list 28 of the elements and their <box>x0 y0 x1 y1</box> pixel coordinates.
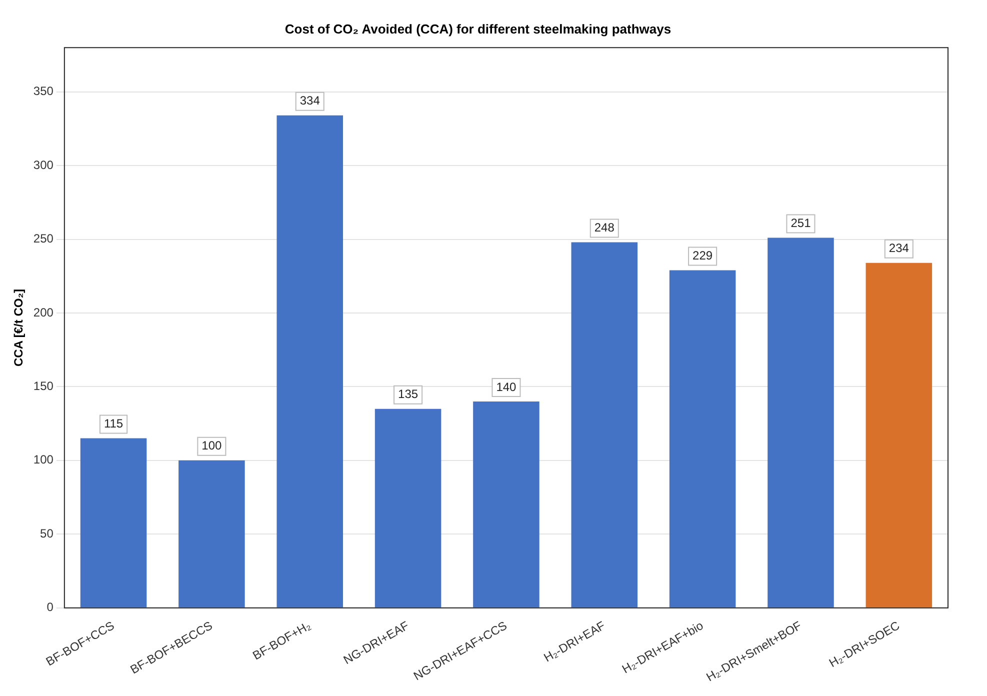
y-tick-label: 200 <box>33 305 54 320</box>
y-tick-label: 150 <box>33 379 54 394</box>
data-label: 115 <box>104 416 124 431</box>
data-label: 248 <box>594 220 615 235</box>
bar <box>669 270 736 608</box>
bar <box>276 115 343 608</box>
y-tick-label: 250 <box>33 232 54 246</box>
bar <box>473 401 540 608</box>
data-label: 251 <box>790 216 812 230</box>
y-axis-title: CCA [€/t CO₂] <box>12 288 26 367</box>
chart-title: Cost of CO₂ Avoided (CCA) for different steelmaking pathways <box>284 21 672 36</box>
data-label: 100 <box>202 438 222 453</box>
bar <box>80 438 147 608</box>
bar <box>571 242 638 608</box>
data-label: 140 <box>496 380 517 394</box>
y-tick-label: 300 <box>33 158 54 172</box>
bar <box>866 262 932 608</box>
data-label: 234 <box>888 241 910 256</box>
data-label: 135 <box>398 387 418 402</box>
y-tick-label: 350 <box>33 84 54 98</box>
y-tick-label: 100 <box>33 452 54 467</box>
y-tick-label: 50 <box>40 526 54 540</box>
bar <box>374 408 442 608</box>
data-label: 229 <box>692 248 713 263</box>
bar <box>768 238 834 608</box>
y-tick-label: 0 <box>46 600 54 614</box>
data-label: 334 <box>300 94 320 108</box>
bar <box>178 460 245 608</box>
